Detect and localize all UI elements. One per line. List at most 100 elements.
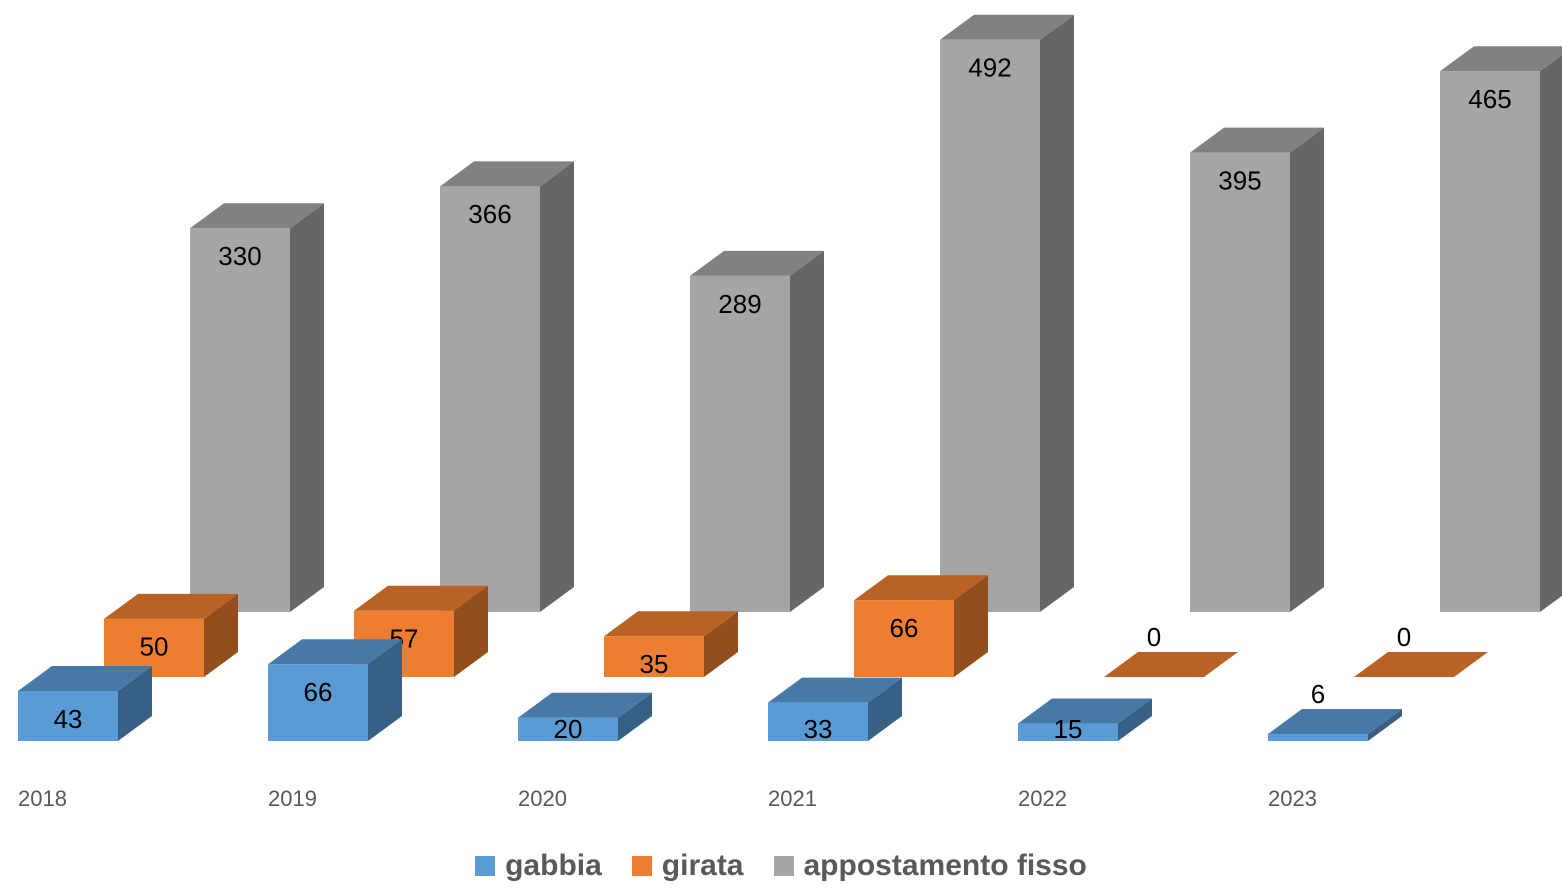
data-label: 66 (890, 613, 919, 643)
bar (1268, 709, 1402, 741)
x-tick-label: 2021 (768, 786, 817, 811)
bar-front (18, 690, 118, 741)
bar-side (290, 203, 324, 612)
bar-front (940, 39, 1040, 612)
data-label: 492 (968, 53, 1011, 83)
bar-top (190, 203, 324, 229)
data-label: 0 (1147, 622, 1161, 652)
legend-item: gabbia (475, 849, 602, 883)
bar-top (1190, 127, 1324, 153)
bar-top (354, 585, 488, 611)
bar-top (1268, 709, 1402, 735)
data-label: 465 (1468, 84, 1511, 114)
bar-side (1540, 55, 1562, 612)
legend-label: appostamento fisso (803, 849, 1087, 882)
legend-swatch (631, 856, 652, 876)
bar (18, 665, 152, 741)
bar-top (1104, 652, 1238, 677)
bar (1104, 652, 1238, 677)
bar-side (1118, 698, 1152, 741)
data-label: 395 (1218, 165, 1261, 195)
bar-front (1190, 152, 1290, 613)
x-tick-label: 2018 (18, 786, 67, 811)
bar-side (204, 593, 238, 677)
bar-side (954, 575, 988, 677)
legend-item: appostamento fisso (773, 849, 1087, 883)
bar-side (868, 677, 902, 741)
legend-swatch (475, 856, 496, 876)
x-tick-label: 2020 (518, 786, 567, 811)
bar-top (1354, 652, 1488, 677)
bar-front (190, 228, 290, 612)
data-label: 43 (54, 704, 83, 734)
bar (604, 611, 738, 677)
data-label: 0 (1397, 622, 1411, 652)
bar (1354, 652, 1488, 677)
bar (440, 161, 574, 613)
bar-top (604, 611, 738, 637)
bar-top (104, 593, 238, 619)
x-tick-label: 2019 (268, 786, 317, 811)
bar (768, 677, 902, 741)
bar (104, 593, 238, 677)
data-label: 50 (140, 632, 169, 662)
chart: 2018 2019 2020 2021 2022 20233303662894923954… (18, 14, 1562, 811)
data-label: 35 (640, 649, 669, 679)
data-label: 66 (304, 677, 333, 707)
bar (1190, 127, 1324, 613)
bar (268, 639, 402, 741)
bar-front (440, 186, 540, 613)
bar-top (268, 639, 402, 665)
bar (940, 14, 1074, 612)
data-label: 330 (218, 241, 261, 271)
bar-top (1440, 46, 1562, 72)
bar (190, 203, 324, 612)
legend-item: girata (631, 849, 744, 883)
bar-front (1268, 734, 1368, 741)
data-label: 33 (804, 714, 833, 744)
bar-top (18, 665, 152, 691)
bar (1018, 698, 1152, 741)
x-tick-label: 2023 (1268, 786, 1317, 811)
bar-top (440, 161, 574, 187)
legend-label: gabbia (505, 849, 602, 882)
data-label: 15 (1054, 714, 1083, 744)
legend-swatch (773, 856, 794, 876)
legend: gabbia girata appostamento fisso (0, 844, 1562, 888)
bar-top (940, 14, 1074, 40)
bar-top (518, 692, 652, 718)
bar-side (790, 250, 824, 612)
bar-front (1440, 71, 1540, 612)
bar-front (268, 664, 368, 741)
bar-front (518, 717, 618, 741)
data-label: 366 (468, 199, 511, 229)
x-tick-label: 2022 (1018, 786, 1067, 811)
bar-top (1018, 698, 1152, 724)
bar-side (618, 692, 652, 741)
bar-side (1368, 709, 1402, 741)
bar-top (690, 250, 824, 276)
bar-side (118, 665, 152, 741)
bar-front (604, 636, 704, 677)
bar-side (368, 639, 402, 741)
data-label: 20 (554, 714, 583, 744)
bar-side (1040, 14, 1074, 612)
data-label: 6 (1311, 679, 1325, 709)
bar-side (454, 585, 488, 677)
bar-front (854, 600, 954, 677)
bar-side (540, 161, 574, 613)
data-label: 289 (718, 289, 761, 319)
bar (518, 692, 652, 741)
bar-front (690, 275, 790, 612)
bar (690, 250, 824, 612)
legend-label: girata (661, 849, 744, 882)
bar-front (1018, 723, 1118, 741)
bar-side (704, 611, 738, 677)
bar (1440, 46, 1562, 612)
bar-side (1290, 127, 1324, 613)
bar-top (854, 575, 988, 601)
bar-front (768, 702, 868, 741)
bar-top (768, 677, 902, 703)
bar (854, 575, 988, 677)
